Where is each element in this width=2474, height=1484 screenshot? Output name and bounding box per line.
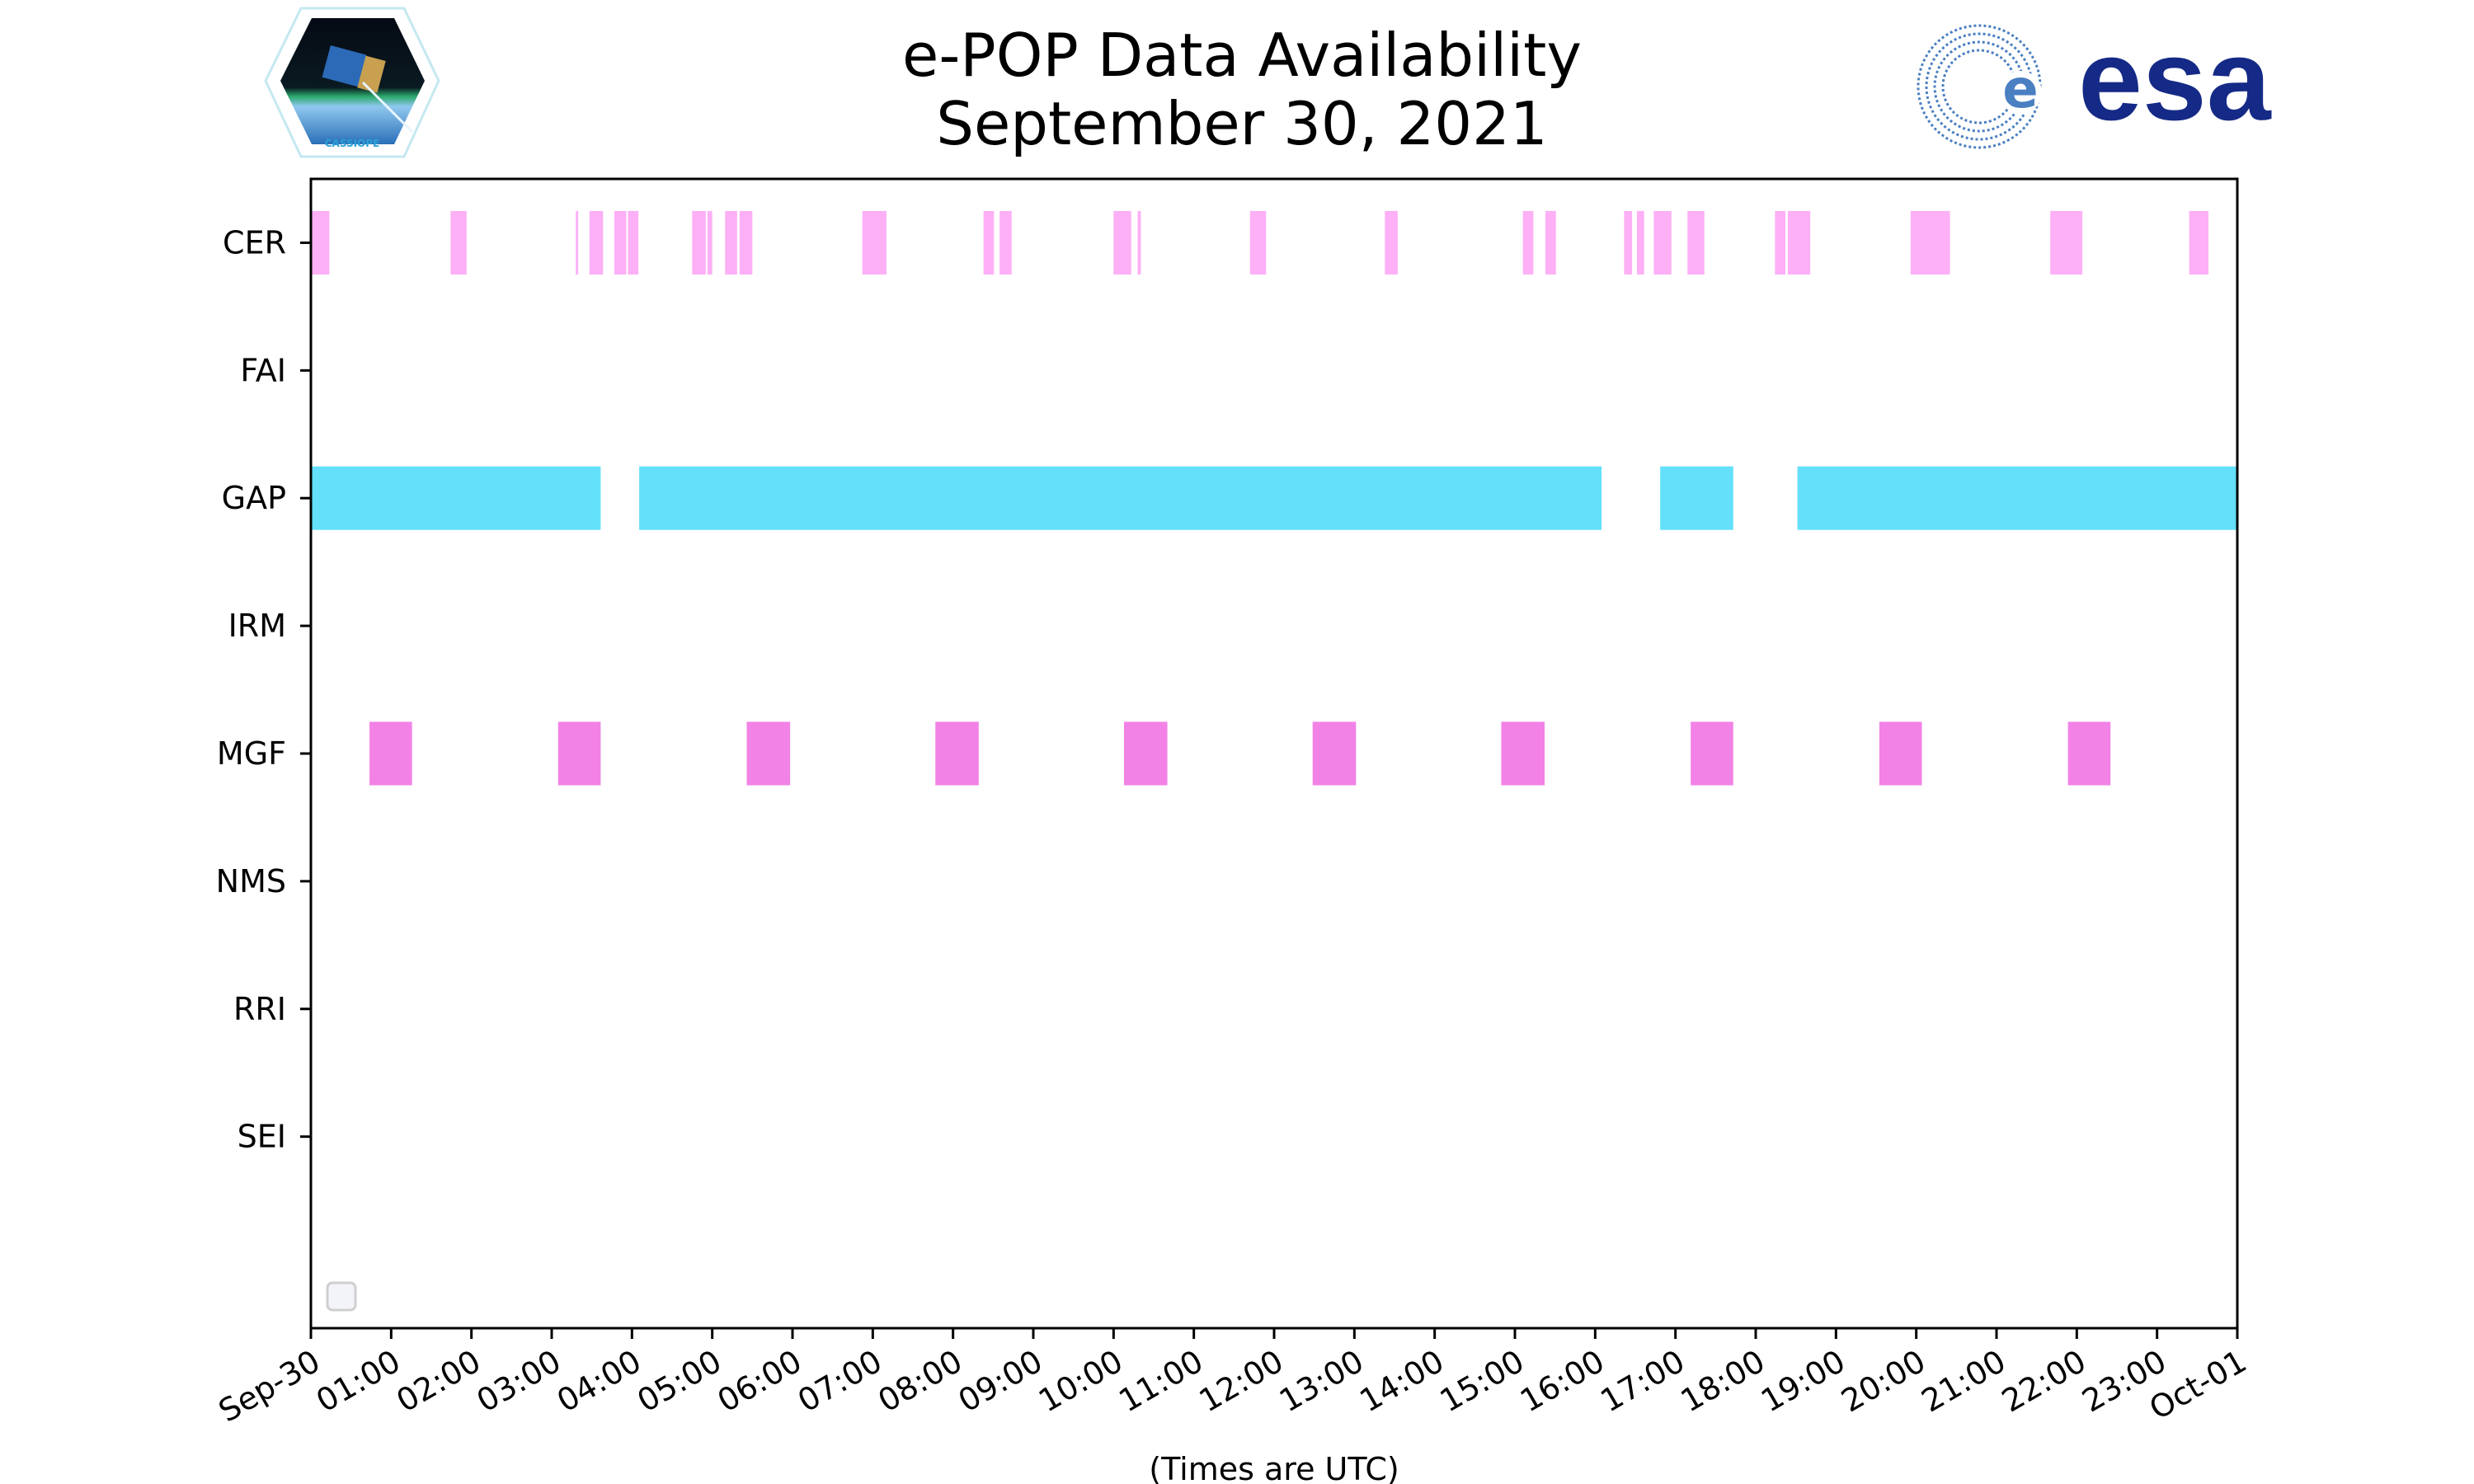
x-tick-label: 21:00 [1916,1343,2012,1420]
x-tick-label: 18:00 [1675,1343,1771,1420]
y-tick-label: IRM [228,608,286,644]
bar-cer [1636,210,1644,275]
bar-cer [1249,210,1267,275]
x-tick-label: 05:00 [631,1343,727,1420]
bar-cer [692,210,706,275]
bar-cer [1522,210,1534,275]
bar-cer [628,210,639,275]
x-tick-label: 20:00 [1835,1343,1931,1420]
x-tick-label: 02:00 [390,1343,487,1420]
x-tick-label: 13:00 [1273,1343,1370,1420]
bar-cer [725,210,737,275]
bar-mgf [935,721,979,786]
x-tick-label: 22:00 [1996,1343,2092,1420]
y-tick-label: MGF [217,735,286,772]
x-tick-label: 01:00 [310,1343,407,1420]
x-tick-label: 09:00 [952,1343,1049,1420]
bar-mgf [2067,721,2111,786]
bars [311,210,2237,786]
bar-cer [450,210,467,275]
x-axis-label: (Times are UTC) [1149,1451,1399,1484]
bar-cer [707,210,713,275]
x-tick-label: 08:00 [872,1343,968,1420]
x-tick-label: 03:00 [471,1343,567,1420]
bar-gap [639,466,1602,530]
bar-cer [739,210,753,275]
bar-mgf [557,721,601,786]
y-tick-label: CER [223,224,286,261]
svg-text:CASSIOPE: CASSIOPE [325,138,380,149]
bar-cer [1653,210,1672,275]
bar-cer [311,210,330,275]
x-tick-label: Sep-30 [213,1343,327,1430]
bar-cer [614,210,627,275]
bar-mgf [1879,721,1922,786]
bar-cer [1545,210,1556,275]
bar-cer [1385,210,1398,275]
cassiope-logo: CASSIOPE [264,7,440,158]
x-tick-label: 14:00 [1353,1343,1450,1420]
y-tick-label: NMS [216,863,286,899]
bar-mgf [1312,721,1357,786]
svg-text:e: e [2002,59,2038,120]
y-tick-label: FAI [240,352,286,388]
bar-mgf [1501,721,1545,786]
plot-frame [309,177,2239,1330]
bar-gap [1797,466,2237,530]
bar-cer [576,210,579,275]
x-tick-label: 15:00 [1434,1343,1531,1420]
bar-cer [999,210,1012,275]
bar-cer [2050,210,2083,275]
bar-mgf [1691,721,1733,786]
bar-cer [2189,210,2208,275]
chart-subtitle: September 30, 2021 [936,89,1547,158]
bar-gap [1660,466,1733,530]
x-tick-label: 11:00 [1112,1343,1209,1420]
bar-cer [862,210,887,275]
bar-mgf [746,721,791,786]
svg-text:esa: esa [2078,15,2272,144]
x-tick-label: 12:00 [1193,1343,1290,1420]
chart-title: e-POP Data Availability [902,21,1582,90]
bar-cer [1113,210,1131,275]
x-tick-label: 07:00 [792,1343,888,1420]
esa-logo: e esa [1917,15,2272,149]
y-tick-label: SEI [238,1119,286,1155]
bar-cer [1775,210,1786,275]
bar-mgf [1123,721,1168,786]
bar-cer [1137,210,1141,275]
bar-cer [983,210,995,275]
bar-cer [1624,210,1633,275]
bar-cer [1910,210,1950,275]
y-tick-label: RRI [233,991,286,1027]
x-tick-label: 19:00 [1755,1343,1851,1420]
bar-cer [1787,210,1811,275]
bar-cer [589,210,604,275]
y-axis: CER FAI GAP IRM MGF NMS RRI SEI [216,224,311,1155]
x-tick-label: 17:00 [1594,1343,1691,1420]
bar-mgf [369,721,412,786]
x-tick-label: 10:00 [1032,1343,1129,1420]
legend-box [326,1281,357,1312]
x-tick-label: 04:00 [551,1343,647,1420]
x-axis: Sep-3001:0002:0003:0004:0005:0006:0007:0… [213,1328,2253,1430]
x-tick-label: 16:00 [1514,1343,1611,1420]
bar-cer [1687,210,1705,275]
y-tick-label: GAP [222,480,286,516]
x-tick-label: 06:00 [712,1343,808,1420]
bar-gap [311,466,601,530]
